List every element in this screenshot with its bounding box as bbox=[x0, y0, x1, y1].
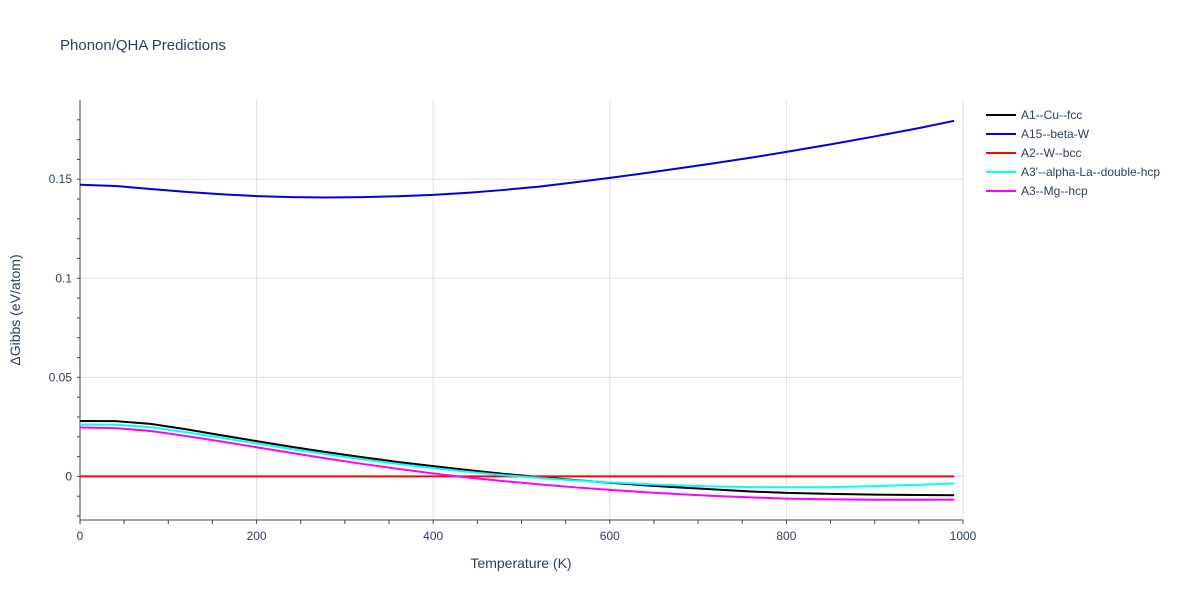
x-tick-label: 0 bbox=[77, 529, 84, 543]
y-tick-label: 0.05 bbox=[49, 370, 73, 384]
legend-label: A15--beta-W bbox=[1021, 127, 1090, 141]
series-line-3[interactable] bbox=[79, 423, 955, 489]
x-tick-label: 1000 bbox=[950, 529, 977, 543]
legend-label: A3--Mg--hcp bbox=[1021, 184, 1088, 198]
y-tick-label: 0.1 bbox=[55, 271, 72, 285]
x-tick-label: 600 bbox=[600, 529, 620, 543]
chart-title: Phonon/QHA Predictions bbox=[60, 37, 226, 54]
legend-item[interactable]: A15--beta-W bbox=[986, 127, 1090, 141]
legend-item[interactable]: A3--Mg--hcp bbox=[986, 184, 1088, 198]
legend[interactable]: A1--Cu--fcc A15--beta-W A2--W--bcc A3'--alp… bbox=[986, 108, 1160, 198]
x-tick-label: 400 bbox=[423, 529, 443, 543]
series-layer bbox=[79, 119, 955, 501]
legend-label: A1--Cu--fcc bbox=[1021, 108, 1082, 122]
series-line-4[interactable] bbox=[79, 426, 955, 501]
legend-label: A2--W--bcc bbox=[1021, 146, 1081, 160]
legend-label: A3'--alpha-La--double-hcp bbox=[1021, 165, 1160, 179]
y-tick-label: 0.15 bbox=[49, 172, 73, 186]
axes-layer: 0 200 400 600 800 1000 0 0.05 0.1 0.15 bbox=[49, 100, 977, 543]
x-tick-label: 200 bbox=[247, 529, 267, 543]
x-tick-label: 800 bbox=[776, 529, 796, 543]
legend-item[interactable]: A2--W--bcc bbox=[986, 146, 1081, 160]
series-line-1[interactable] bbox=[79, 119, 955, 199]
series-line-0[interactable] bbox=[79, 419, 955, 497]
legend-item[interactable]: A3'--alpha-La--double-hcp bbox=[986, 165, 1160, 179]
x-axis-label: Temperature (K) bbox=[470, 555, 571, 571]
legend-item[interactable]: A1--Cu--fcc bbox=[986, 108, 1082, 122]
y-tick-label: 0 bbox=[65, 469, 72, 483]
y-axis-label: ΔGibbs (eV/atom) bbox=[7, 254, 23, 365]
